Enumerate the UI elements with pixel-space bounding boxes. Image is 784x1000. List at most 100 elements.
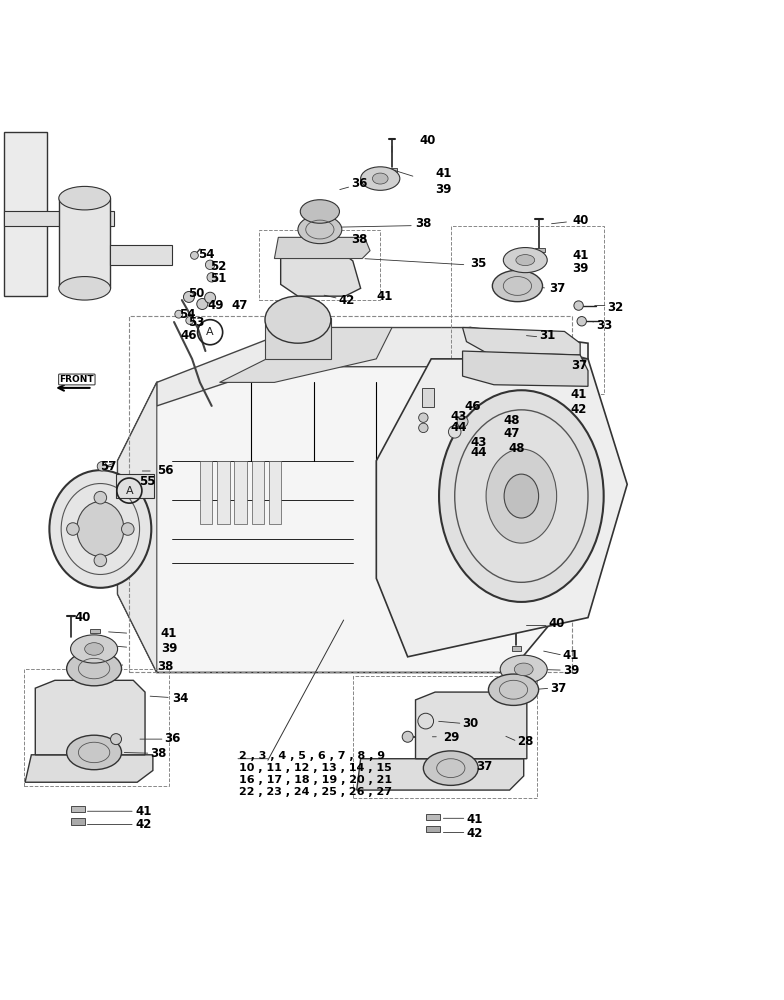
Ellipse shape	[85, 643, 103, 655]
Ellipse shape	[71, 635, 118, 663]
Text: 48: 48	[508, 442, 524, 455]
Text: 46: 46	[465, 400, 481, 413]
Text: 41: 41	[161, 627, 177, 640]
Circle shape	[207, 273, 216, 282]
Ellipse shape	[516, 255, 535, 266]
Circle shape	[111, 734, 122, 745]
Text: 42: 42	[136, 818, 152, 831]
Circle shape	[419, 413, 428, 422]
Circle shape	[457, 416, 468, 427]
Bar	[110, 245, 172, 265]
Text: 37: 37	[549, 282, 565, 295]
Polygon shape	[463, 328, 580, 355]
Polygon shape	[274, 237, 370, 259]
Circle shape	[191, 251, 198, 259]
Bar	[422, 388, 434, 407]
Text: 37: 37	[571, 359, 587, 372]
Text: 48: 48	[503, 414, 520, 427]
Text: 38: 38	[157, 660, 173, 673]
Text: 39: 39	[563, 664, 579, 677]
Bar	[265, 318, 331, 359]
Circle shape	[402, 731, 413, 742]
Text: 30: 30	[463, 717, 479, 730]
Circle shape	[418, 713, 434, 729]
Bar	[4, 132, 47, 296]
Circle shape	[94, 554, 107, 567]
Ellipse shape	[265, 296, 331, 343]
Ellipse shape	[298, 215, 342, 244]
Ellipse shape	[504, 474, 539, 518]
Text: 54: 54	[179, 308, 195, 321]
Ellipse shape	[67, 735, 122, 770]
Circle shape	[186, 317, 194, 324]
Bar	[451, 226, 604, 394]
Ellipse shape	[514, 663, 533, 676]
Text: 52: 52	[210, 260, 227, 273]
Bar	[426, 826, 440, 832]
Text: 56: 56	[157, 464, 173, 477]
Circle shape	[448, 426, 461, 438]
Text: 51: 51	[210, 272, 227, 285]
Text: 41: 41	[136, 805, 152, 818]
Text: 40: 40	[419, 134, 436, 147]
Text: 42: 42	[466, 827, 483, 840]
Text: 41: 41	[466, 813, 483, 826]
Text: 41: 41	[563, 649, 579, 662]
Bar	[200, 461, 212, 524]
Polygon shape	[35, 680, 145, 755]
Text: 47: 47	[231, 299, 248, 312]
Text: 16 , 17 , 18 , 19 , 20 , 21: 16 , 17 , 18 , 19 , 20 , 21	[239, 775, 392, 785]
Bar	[535, 248, 545, 252]
Bar	[234, 461, 247, 524]
Bar	[71, 806, 85, 812]
Text: 49: 49	[208, 299, 224, 312]
Text: 32: 32	[608, 301, 624, 314]
Circle shape	[67, 523, 79, 535]
Text: 47: 47	[503, 427, 520, 440]
Text: 41: 41	[376, 290, 393, 303]
Text: 43: 43	[470, 436, 487, 449]
Text: 34: 34	[172, 692, 189, 705]
Text: 42: 42	[339, 294, 355, 307]
Bar	[4, 211, 114, 226]
Text: 40: 40	[549, 617, 565, 630]
Text: 2 , 3 , 4 , 5 , 6 , 7 , 8 , 9: 2 , 3 , 4 , 5 , 6 , 7 , 8 , 9	[239, 751, 385, 761]
Polygon shape	[281, 249, 361, 296]
Ellipse shape	[59, 186, 111, 210]
Text: 39: 39	[572, 262, 589, 275]
Ellipse shape	[492, 270, 543, 302]
Text: A: A	[125, 486, 133, 496]
Polygon shape	[118, 328, 588, 672]
Polygon shape	[357, 759, 524, 790]
Ellipse shape	[67, 651, 122, 686]
Bar	[59, 198, 110, 288]
Text: 41: 41	[435, 167, 452, 180]
Text: 50: 50	[188, 287, 205, 300]
Bar	[353, 676, 537, 798]
Ellipse shape	[59, 277, 111, 300]
Bar	[387, 168, 397, 172]
Bar	[252, 461, 264, 524]
Polygon shape	[118, 382, 157, 672]
Circle shape	[183, 291, 194, 302]
Text: 22 , 23 , 24 , 25 , 26 , 27: 22 , 23 , 24 , 25 , 26 , 27	[239, 787, 392, 797]
Ellipse shape	[300, 200, 339, 223]
Polygon shape	[463, 351, 588, 386]
Polygon shape	[416, 692, 527, 759]
Text: 42: 42	[571, 403, 587, 416]
Text: 38: 38	[351, 233, 368, 246]
Text: A: A	[206, 327, 214, 337]
Polygon shape	[376, 359, 627, 657]
Bar	[71, 818, 85, 825]
Circle shape	[175, 310, 183, 318]
Ellipse shape	[361, 167, 400, 190]
Circle shape	[574, 301, 583, 310]
Ellipse shape	[423, 751, 478, 785]
Text: FRONT: FRONT	[60, 375, 94, 384]
Text: 39: 39	[161, 642, 177, 655]
Ellipse shape	[500, 655, 547, 683]
Text: 28: 28	[517, 735, 534, 748]
Circle shape	[205, 260, 215, 270]
Polygon shape	[220, 328, 392, 382]
Circle shape	[419, 423, 428, 433]
